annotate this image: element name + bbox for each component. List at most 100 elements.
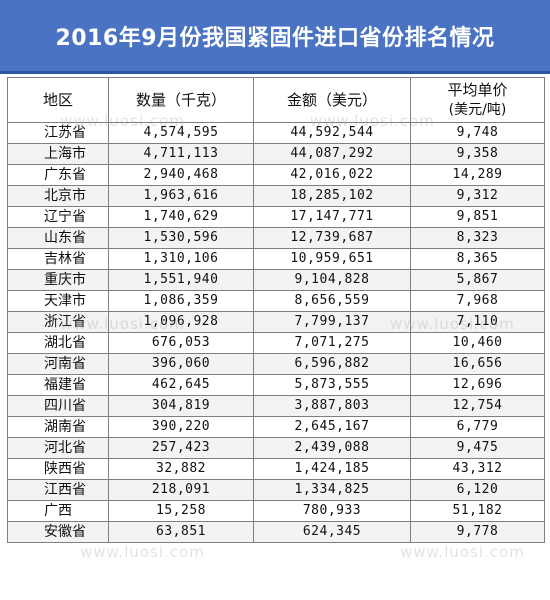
quantity-cell: 1,086,359 [108, 290, 254, 312]
quantity-cell: 1,551,940 [108, 269, 254, 291]
avg-price-cell: 9,851 [410, 206, 545, 228]
avg-price-cell: 43,312 [410, 458, 545, 480]
watermark: www.luosi.com [80, 543, 205, 561]
quantity-cell: 2,940,468 [108, 164, 254, 186]
column-header-avg-price: 平均单价 (美元/吨) [410, 77, 545, 123]
amount-cell: 12,739,687 [253, 227, 411, 249]
avg-price-cell: 7,968 [410, 290, 545, 312]
quantity-cell: 257,423 [108, 437, 254, 459]
table-row: 陕西省 32,882 1,424,185 43,312 [7, 458, 545, 480]
table-row: 河北省 257,423 2,439,088 9,475 [7, 437, 545, 459]
avg-price-cell: 51,182 [410, 500, 545, 522]
amount-cell: 10,959,651 [253, 248, 411, 270]
region-cell: 山东省 [7, 227, 109, 249]
amount-cell: 5,873,555 [253, 374, 411, 396]
region-cell: 北京市 [7, 185, 109, 207]
region-cell: 广西 [7, 500, 109, 522]
amount-cell: 18,285,102 [253, 185, 411, 207]
table-row: 安徽省 63,851 624,345 9,778 [7, 521, 545, 543]
quantity-cell: 676,053 [108, 332, 254, 354]
table-row: 吉林省 1,310,106 10,959,651 8,365 [7, 248, 545, 270]
table-header-row: 地区 数量（千克） 金额（美元） 平均单价 (美元/吨) [7, 77, 545, 123]
page-title: 2016年9月份我国紧固件进口省份排名情况 [0, 0, 550, 74]
avg-price-cell: 9,748 [410, 122, 545, 144]
avg-price-cell: 12,696 [410, 374, 545, 396]
quantity-cell: 396,060 [108, 353, 254, 375]
amount-cell: 6,596,882 [253, 353, 411, 375]
quantity-cell: 1,530,596 [108, 227, 254, 249]
amount-cell: 1,424,185 [253, 458, 411, 480]
region-cell: 广东省 [7, 164, 109, 186]
quantity-cell: 390,220 [108, 416, 254, 438]
table-row: 江西省 218,091 1,334,825 6,120 [7, 479, 545, 501]
avg-price-unit: (美元/吨) [448, 102, 507, 118]
table-row: 重庆市 1,551,940 9,104,828 5,867 [7, 269, 545, 291]
table-row: 广西 15,258 780,933 51,182 [7, 500, 545, 522]
quantity-cell: 15,258 [108, 500, 254, 522]
quantity-cell: 1,310,106 [108, 248, 254, 270]
column-header-region: 地区 [7, 77, 109, 123]
quantity-cell: 1,096,928 [108, 311, 254, 333]
quantity-cell: 4,574,595 [108, 122, 254, 144]
avg-price-cell: 14,289 [410, 164, 545, 186]
region-cell: 湖南省 [7, 416, 109, 438]
quantity-cell: 4,711,113 [108, 143, 254, 165]
table-row: 四川省 304,819 3,887,803 12,754 [7, 395, 545, 417]
amount-cell: 8,656,559 [253, 290, 411, 312]
column-header-amount: 金额（美元） [253, 77, 411, 123]
amount-cell: 2,439,088 [253, 437, 411, 459]
region-cell: 天津市 [7, 290, 109, 312]
amount-cell: 42,016,022 [253, 164, 411, 186]
table-row: 湖北省 676,053 7,071,275 10,460 [7, 332, 545, 354]
amount-cell: 2,645,167 [253, 416, 411, 438]
amount-cell: 1,334,825 [253, 479, 411, 501]
avg-price-cell: 9,358 [410, 143, 545, 165]
region-cell: 吉林省 [7, 248, 109, 270]
region-cell: 四川省 [7, 395, 109, 417]
region-cell: 河南省 [7, 353, 109, 375]
amount-cell: 624,345 [253, 521, 411, 543]
quantity-cell: 1,740,629 [108, 206, 254, 228]
avg-price-cell: 5,867 [410, 269, 545, 291]
amount-cell: 17,147,771 [253, 206, 411, 228]
amount-cell: 44,087,292 [253, 143, 411, 165]
avg-price-cell: 8,323 [410, 227, 545, 249]
amount-cell: 3,887,803 [253, 395, 411, 417]
quantity-cell: 32,882 [108, 458, 254, 480]
region-cell: 福建省 [7, 374, 109, 396]
amount-cell: 44,592,544 [253, 122, 411, 144]
table-row: 湖南省 390,220 2,645,167 6,779 [7, 416, 545, 438]
region-cell: 浙江省 [7, 311, 109, 333]
table-row: 广东省 2,940,468 42,016,022 14,289 [7, 164, 545, 186]
quantity-cell: 1,963,616 [108, 185, 254, 207]
region-cell: 重庆市 [7, 269, 109, 291]
avg-price-cell: 7,110 [410, 311, 545, 333]
quantity-cell: 462,645 [108, 374, 254, 396]
region-cell: 江西省 [7, 479, 109, 501]
avg-price-cell: 12,754 [410, 395, 545, 417]
region-cell: 江苏省 [7, 122, 109, 144]
import-ranking-table: 地区 数量（千克） 金额（美元） 平均单价 (美元/吨) 江苏省 4,574,59… [7, 77, 545, 543]
amount-cell: 780,933 [253, 500, 411, 522]
column-header-quantity: 数量（千克） [108, 77, 254, 123]
table-row: 江苏省 4,574,595 44,592,544 9,748 [7, 122, 545, 144]
avg-price-cell: 9,475 [410, 437, 545, 459]
table-row: 北京市 1,963,616 18,285,102 9,312 [7, 185, 545, 207]
amount-cell: 9,104,828 [253, 269, 411, 291]
table-row: 天津市 1,086,359 8,656,559 7,968 [7, 290, 545, 312]
region-cell: 陕西省 [7, 458, 109, 480]
table-row: 浙江省 1,096,928 7,799,137 7,110 [7, 311, 545, 333]
table-row: 辽宁省 1,740,629 17,147,771 9,851 [7, 206, 545, 228]
table-row: 福建省 462,645 5,873,555 12,696 [7, 374, 545, 396]
table-row: 河南省 396,060 6,596,882 16,656 [7, 353, 545, 375]
avg-price-cell: 9,312 [410, 185, 545, 207]
avg-price-label: 平均单价 [447, 81, 508, 99]
avg-price-cell: 6,779 [410, 416, 545, 438]
avg-price-cell: 16,656 [410, 353, 545, 375]
region-cell: 辽宁省 [7, 206, 109, 228]
region-cell: 河北省 [7, 437, 109, 459]
avg-price-cell: 6,120 [410, 479, 545, 501]
watermark: www.luosi.com [400, 543, 525, 561]
region-cell: 湖北省 [7, 332, 109, 354]
quantity-cell: 304,819 [108, 395, 254, 417]
